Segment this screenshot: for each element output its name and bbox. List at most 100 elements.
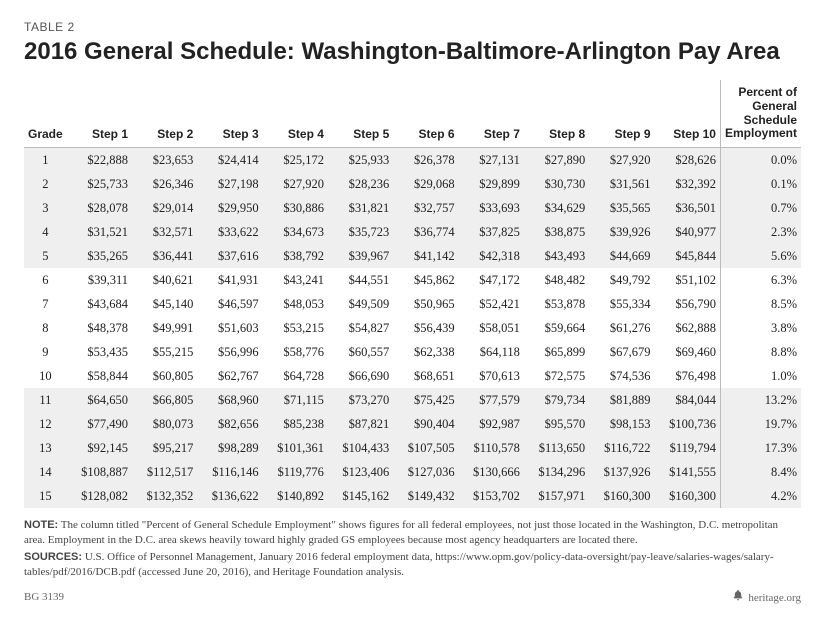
cell-step: $28,236 [328, 172, 393, 196]
cell-step: $34,629 [524, 196, 589, 220]
cell-step: $42,318 [459, 244, 524, 268]
cell-step: $132,352 [132, 484, 197, 508]
cell-grade: 4 [24, 220, 67, 244]
cell-pct: 4.2% [720, 484, 801, 508]
cell-grade: 6 [24, 268, 67, 292]
cell-step: $33,693 [459, 196, 524, 220]
cell-step: $116,146 [197, 460, 262, 484]
cell-step: $56,790 [655, 292, 721, 316]
cell-step: $67,679 [589, 340, 654, 364]
cell-step: $82,656 [197, 412, 262, 436]
cell-step: $48,378 [67, 316, 132, 340]
sources-text: U.S. Office of Personnel Management, Jan… [24, 551, 774, 578]
cell-pct: 8.4% [720, 460, 801, 484]
cell-step: $48,053 [263, 292, 328, 316]
cell-step: $112,517 [132, 460, 197, 484]
cell-step: $27,890 [524, 148, 589, 173]
table-row: 5$35,265$36,441$37,616$38,792$39,967$41,… [24, 244, 801, 268]
cell-step: $140,892 [263, 484, 328, 508]
cell-step: $50,965 [393, 292, 458, 316]
cell-step: $31,821 [328, 196, 393, 220]
cell-step: $130,666 [459, 460, 524, 484]
cell-step: $64,728 [263, 364, 328, 388]
cell-step: $64,650 [67, 388, 132, 412]
cell-step: $145,162 [328, 484, 393, 508]
table-row: 9$53,435$55,215$56,996$58,776$60,557$62,… [24, 340, 801, 364]
cell-step: $44,669 [589, 244, 654, 268]
cell-pct: 13.2% [720, 388, 801, 412]
cell-step: $52,421 [459, 292, 524, 316]
footer-right: heritage.org [748, 592, 801, 604]
cell-step: $90,404 [393, 412, 458, 436]
cell-step: $43,684 [67, 292, 132, 316]
cell-grade: 9 [24, 340, 67, 364]
cell-grade: 7 [24, 292, 67, 316]
cell-step: $55,334 [589, 292, 654, 316]
cell-pct: 6.3% [720, 268, 801, 292]
cell-grade: 12 [24, 412, 67, 436]
cell-step: $40,621 [132, 268, 197, 292]
cell-step: $40,977 [655, 220, 721, 244]
cell-step: $35,565 [589, 196, 654, 220]
note-line: NOTE: The column titled "Percent of Gene… [24, 518, 801, 548]
cell-step: $33,622 [197, 220, 262, 244]
cell-step: $51,603 [197, 316, 262, 340]
cell-step: $107,505 [393, 436, 458, 460]
cell-step: $61,276 [589, 316, 654, 340]
cell-step: $128,082 [67, 484, 132, 508]
cell-step: $153,702 [459, 484, 524, 508]
cell-step: $137,926 [589, 460, 654, 484]
cell-grade: 1 [24, 148, 67, 173]
cell-step: $71,115 [263, 388, 328, 412]
cell-step: $34,673 [263, 220, 328, 244]
notes-block: NOTE: The column titled "Percent of Gene… [24, 518, 801, 579]
table-row: 11$64,650$66,805$68,960$71,115$73,270$75… [24, 388, 801, 412]
cell-step: $51,102 [655, 268, 721, 292]
cell-step: $31,561 [589, 172, 654, 196]
cell-grade: 11 [24, 388, 67, 412]
cell-step: $66,690 [328, 364, 393, 388]
cell-grade: 10 [24, 364, 67, 388]
cell-step: $66,805 [132, 388, 197, 412]
table-row: 12$77,490$80,073$82,656$85,238$87,821$90… [24, 412, 801, 436]
cell-step: $45,844 [655, 244, 721, 268]
cell-step: $87,821 [328, 412, 393, 436]
cell-pct: 0.7% [720, 196, 801, 220]
cell-step: $123,406 [328, 460, 393, 484]
cell-step: $41,142 [393, 244, 458, 268]
cell-step: $68,960 [197, 388, 262, 412]
cell-step: $37,616 [197, 244, 262, 268]
cell-step: $68,651 [393, 364, 458, 388]
col-step: Step 1 [67, 80, 132, 148]
table-row: 8$48,378$49,991$51,603$53,215$54,827$56,… [24, 316, 801, 340]
cell-step: $104,433 [328, 436, 393, 460]
col-step: Step 5 [328, 80, 393, 148]
cell-pct: 3.8% [720, 316, 801, 340]
cell-step: $54,827 [328, 316, 393, 340]
cell-step: $119,776 [263, 460, 328, 484]
table-row: 3$28,078$29,014$29,950$30,886$31,821$32,… [24, 196, 801, 220]
table-header-row: GradeStep 1Step 2Step 3Step 4Step 5Step … [24, 80, 801, 148]
cell-step: $62,767 [197, 364, 262, 388]
cell-step: $27,920 [589, 148, 654, 173]
cell-step: $77,579 [459, 388, 524, 412]
cell-step: $108,887 [67, 460, 132, 484]
cell-step: $41,931 [197, 268, 262, 292]
cell-step: $32,392 [655, 172, 721, 196]
col-pct-employment: Percent ofGeneralScheduleEmployment [720, 80, 801, 148]
cell-step: $80,073 [132, 412, 197, 436]
cell-step: $62,888 [655, 316, 721, 340]
cell-grade: 15 [24, 484, 67, 508]
cell-step: $28,078 [67, 196, 132, 220]
col-step: Step 8 [524, 80, 589, 148]
col-step: Step 3 [197, 80, 262, 148]
cell-step: $38,875 [524, 220, 589, 244]
cell-step: $119,794 [655, 436, 721, 460]
cell-grade: 2 [24, 172, 67, 196]
cell-step: $26,378 [393, 148, 458, 173]
cell-step: $48,482 [524, 268, 589, 292]
cell-grade: 8 [24, 316, 67, 340]
cell-step: $36,774 [393, 220, 458, 244]
cell-step: $59,664 [524, 316, 589, 340]
table-body: 1$22,888$23,653$24,414$25,172$25,933$26,… [24, 148, 801, 509]
